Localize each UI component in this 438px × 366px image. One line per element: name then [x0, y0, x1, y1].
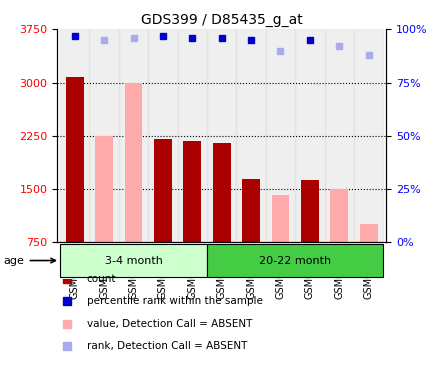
Bar	[124, 82, 142, 242]
Bar	[236, 29, 265, 242]
Text: age: age	[4, 255, 55, 265]
Bar	[212, 143, 230, 242]
Bar	[300, 180, 318, 242]
Bar	[66, 77, 83, 242]
Bar	[359, 224, 377, 242]
Bar	[60, 29, 89, 242]
Text: rank, Detection Call = ABSENT: rank, Detection Call = ABSENT	[87, 341, 247, 351]
Text: 3-4 month: 3-4 month	[104, 255, 162, 265]
Bar	[207, 29, 236, 242]
Bar	[294, 29, 324, 242]
Bar	[271, 195, 289, 242]
Bar	[183, 141, 201, 242]
Text: percentile rank within the sample: percentile rank within the sample	[87, 296, 262, 306]
Bar	[148, 29, 177, 242]
Text: 20-22 month: 20-22 month	[258, 255, 331, 265]
Title: GDS399 / D85435_g_at: GDS399 / D85435_g_at	[141, 13, 302, 27]
Text: count: count	[87, 274, 116, 284]
Bar	[353, 29, 382, 242]
Bar	[177, 29, 207, 242]
Bar	[324, 29, 353, 242]
FancyBboxPatch shape	[207, 244, 382, 277]
Bar	[242, 179, 259, 242]
Bar	[89, 29, 119, 242]
FancyBboxPatch shape	[60, 244, 207, 277]
Bar	[265, 29, 294, 242]
Bar	[95, 136, 113, 242]
Bar	[154, 139, 171, 242]
Bar	[330, 189, 347, 242]
Bar	[119, 29, 148, 242]
Text: value, Detection Call = ABSENT: value, Detection Call = ABSENT	[87, 318, 251, 329]
